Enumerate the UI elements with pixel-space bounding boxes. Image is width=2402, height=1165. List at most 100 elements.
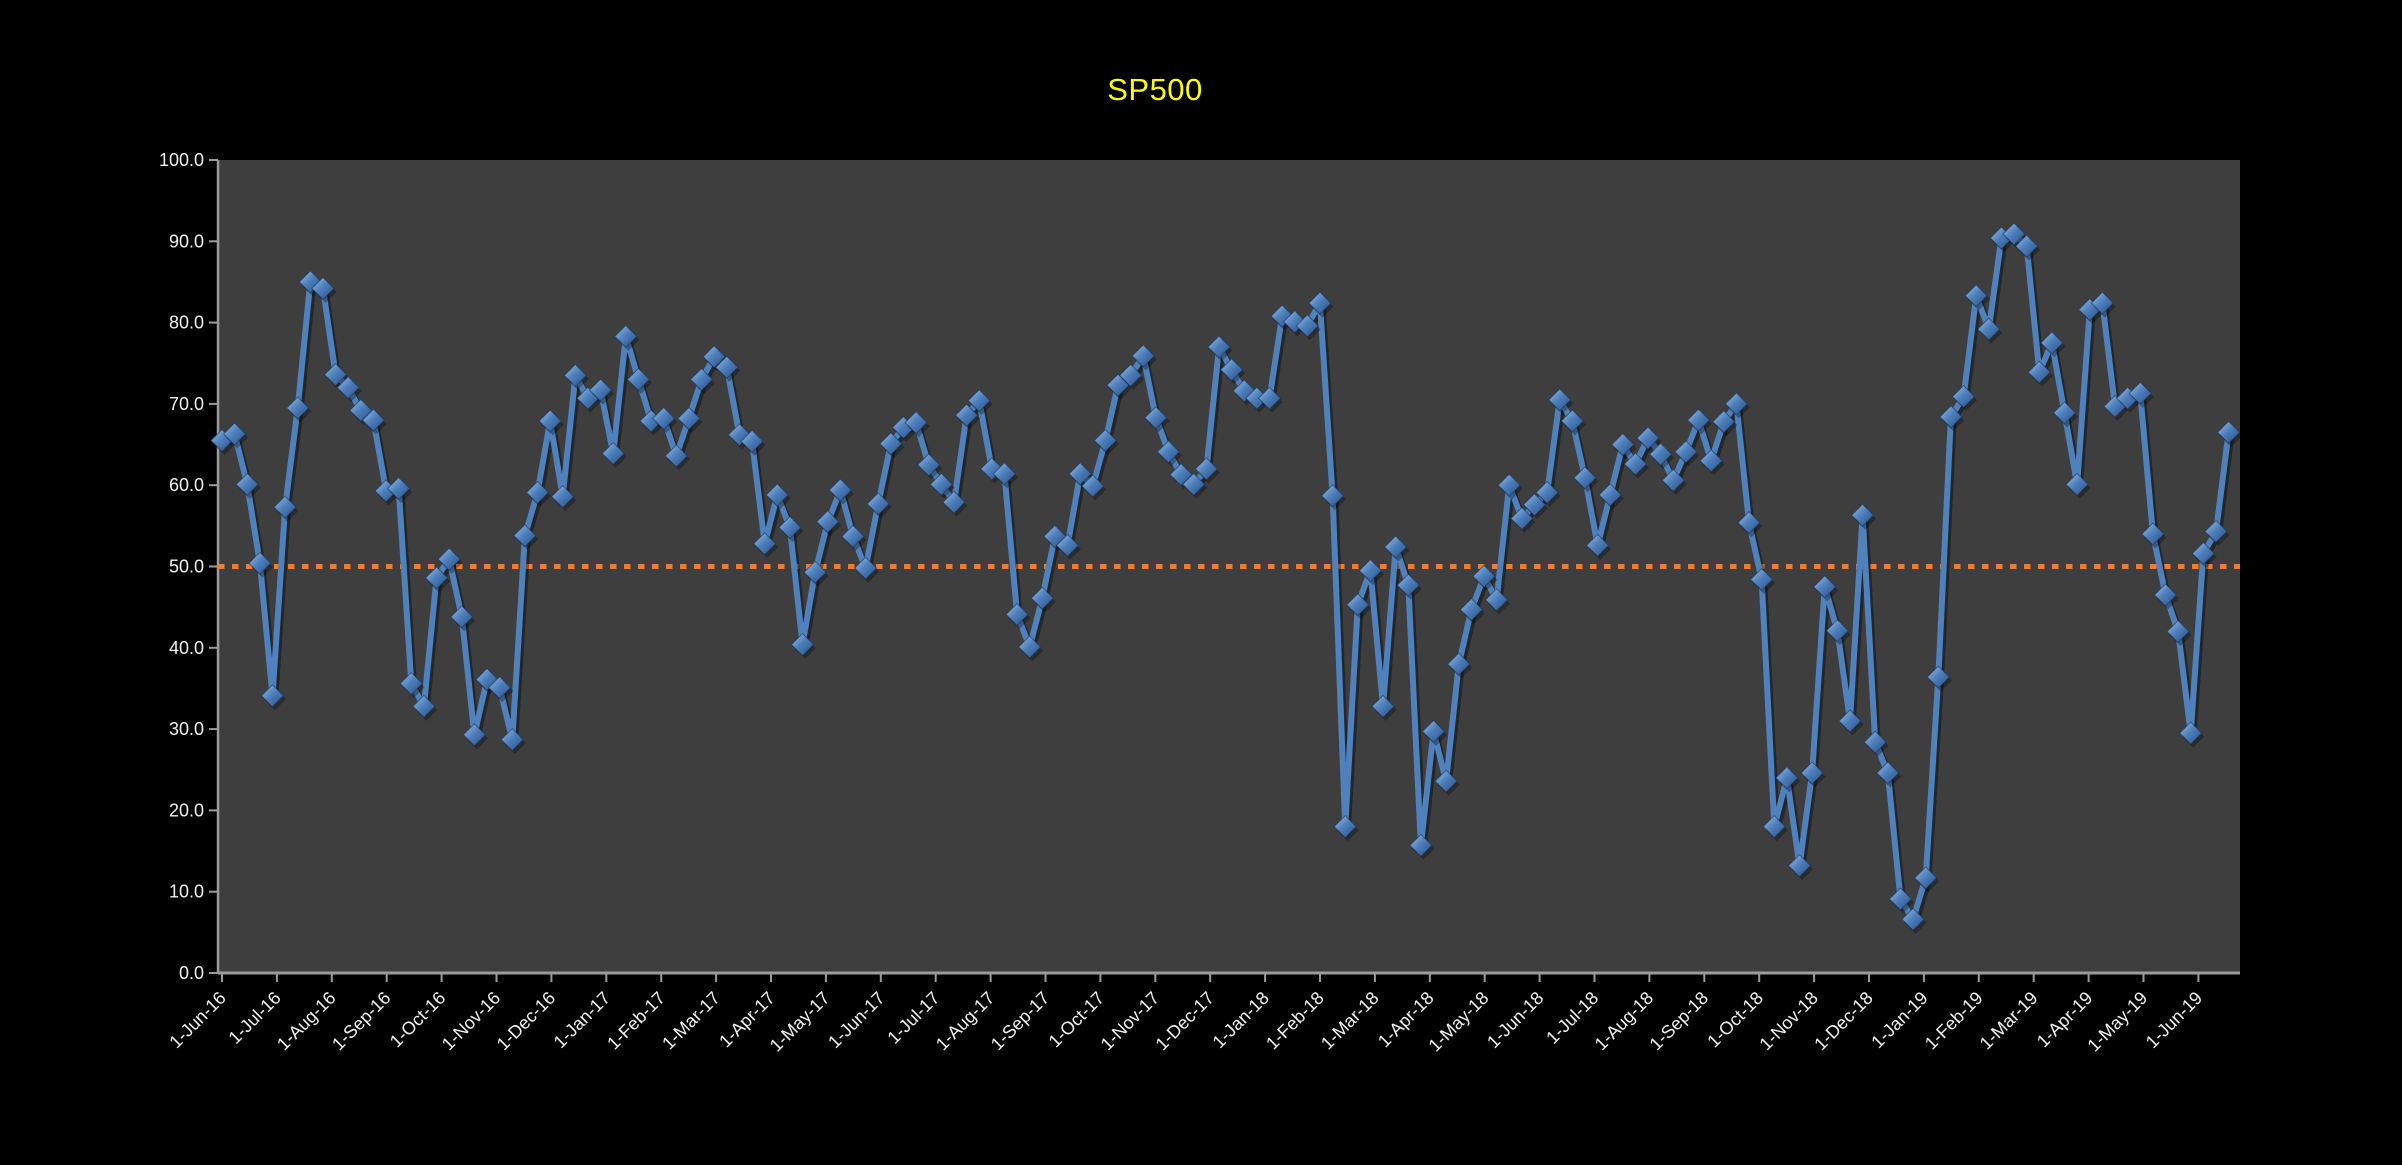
- data-point-marker: [1623, 452, 1648, 476]
- data-point-marker: [1813, 575, 1837, 599]
- y-tick-label: 0.0: [179, 963, 204, 983]
- data-point-marker: [1182, 472, 1206, 497]
- x-tick-label: 1-Mar-19: [1976, 988, 2042, 1054]
- data-point-marker: [1648, 442, 1673, 467]
- x-tick-label: 1-Feb-18: [1262, 988, 1328, 1054]
- data-point-marker: [1737, 510, 1761, 535]
- data-point-marker: [1421, 719, 1446, 744]
- data-point-marker: [1724, 392, 1749, 416]
- data-point-marker: [1573, 466, 1597, 490]
- y-tick-label: 50.0: [169, 557, 204, 577]
- data-point-marker: [323, 362, 348, 387]
- data-point-marker: [412, 694, 436, 719]
- data-point-marker: [1535, 480, 1559, 505]
- data-point-marker: [1459, 597, 1484, 622]
- data-point-marker: [1913, 866, 1938, 890]
- x-tick-label: 1-Nov-16: [438, 988, 504, 1054]
- data-point-marker: [2179, 721, 2203, 745]
- data-point-marker: [1156, 440, 1181, 464]
- data-point-marker: [1219, 358, 1244, 382]
- y-tick-label: 80.0: [169, 313, 204, 333]
- data-point-marker: [1775, 766, 1799, 790]
- data-point-marker: [1068, 462, 1092, 486]
- data-point-marker: [1876, 761, 1900, 785]
- data-point-marker: [1472, 564, 1496, 588]
- data-point-marker: [235, 472, 259, 497]
- x-tick-label: 1-Jun-16: [165, 988, 229, 1052]
- data-point-marker: [715, 355, 739, 380]
- data-point-marker: [2002, 222, 2026, 246]
- data-point-marker: [513, 523, 537, 548]
- data-point-marker: [1257, 386, 1282, 410]
- data-point-marker: [2014, 234, 2039, 258]
- data-point-marker: [689, 367, 714, 392]
- series-line: [219, 231, 2232, 923]
- data-point-marker: [2153, 583, 2178, 607]
- y-tick-label: 30.0: [169, 719, 204, 739]
- x-tick-label: 1-Nov-18: [1755, 988, 1821, 1054]
- data-point-marker: [336, 375, 360, 400]
- data-point-marker: [2204, 519, 2228, 544]
- x-tick-label: 1-Dec-17: [1152, 988, 1218, 1054]
- chart-title: SP500: [1107, 72, 1203, 107]
- data-point-marker: [1346, 593, 1370, 617]
- data-point-marker: [1371, 694, 1395, 719]
- data-point-marker: [1598, 483, 1622, 507]
- data-point-marker: [1585, 533, 1610, 558]
- data-point-marker: [2128, 381, 2152, 406]
- x-tick-label: 1-Aug-17: [932, 988, 999, 1055]
- data-point-marker: [563, 363, 588, 388]
- data-point-marker: [1712, 410, 1736, 434]
- data-point-marker: [803, 560, 827, 584]
- data-point-marker: [1434, 769, 1458, 793]
- data-point-marker: [1484, 588, 1509, 612]
- data-point-marker: [740, 429, 764, 454]
- x-tick-label: 1-Jan-18: [1209, 988, 1273, 1052]
- data-point-marker: [260, 684, 285, 708]
- data-point-marker: [1964, 284, 1988, 308]
- data-point-marker: [1850, 503, 1875, 527]
- data-point-marker: [2216, 420, 2241, 445]
- data-point-marker: [1661, 468, 1686, 493]
- y-tick-label: 90.0: [169, 231, 204, 251]
- data-point-marker: [462, 723, 487, 747]
- data-point-marker: [1977, 317, 2001, 341]
- x-tick-label: 1-Jun-18: [1483, 988, 1547, 1052]
- data-point-marker: [904, 410, 928, 435]
- x-tick-label: 1-Mar-18: [1317, 988, 1383, 1054]
- x-tick-label: 1-Sep-18: [1646, 988, 1713, 1055]
- data-point-marker: [551, 484, 575, 509]
- data-point-marker: [222, 422, 247, 446]
- data-point-marker: [1699, 449, 1723, 473]
- data-point-marker: [1017, 635, 1042, 659]
- y-tick-label: 70.0: [169, 394, 204, 414]
- x-tick-label: 1-Jun-17: [824, 988, 888, 1052]
- x-tick-label: 1-Feb-19: [1921, 988, 1987, 1054]
- data-point-marker: [866, 492, 890, 516]
- data-point-marker: [1951, 384, 1976, 409]
- data-point-marker: [1762, 814, 1786, 839]
- data-point-marker: [2027, 360, 2051, 384]
- x-tick-label: 1-May-19: [2083, 988, 2151, 1056]
- data-point-marker: [841, 524, 865, 549]
- y-tick-label: 100.0: [159, 150, 204, 170]
- data-point-marker: [702, 345, 726, 369]
- data-point-marker: [601, 441, 625, 466]
- data-point-marker: [1686, 408, 1711, 432]
- data-point-marker: [614, 324, 638, 349]
- x-tick-label: 1-Jun-19: [2142, 988, 2206, 1052]
- data-point-marker: [1787, 853, 1812, 878]
- data-point-marker: [487, 675, 512, 700]
- x-tick-label: 1-Sep-17: [987, 988, 1054, 1055]
- data-point-marker: [790, 632, 815, 657]
- data-point-marker: [1093, 428, 1118, 453]
- x-tick-label: 1-Jan-19: [1867, 988, 1931, 1052]
- data-point-marker: [917, 453, 941, 477]
- x-tick-label: 1-Mar-17: [658, 988, 724, 1054]
- x-tick-label: 1-Sep-16: [328, 988, 395, 1055]
- data-point-marker: [525, 480, 550, 505]
- data-point-marker: [1308, 291, 1332, 315]
- data-point-marker: [538, 409, 562, 433]
